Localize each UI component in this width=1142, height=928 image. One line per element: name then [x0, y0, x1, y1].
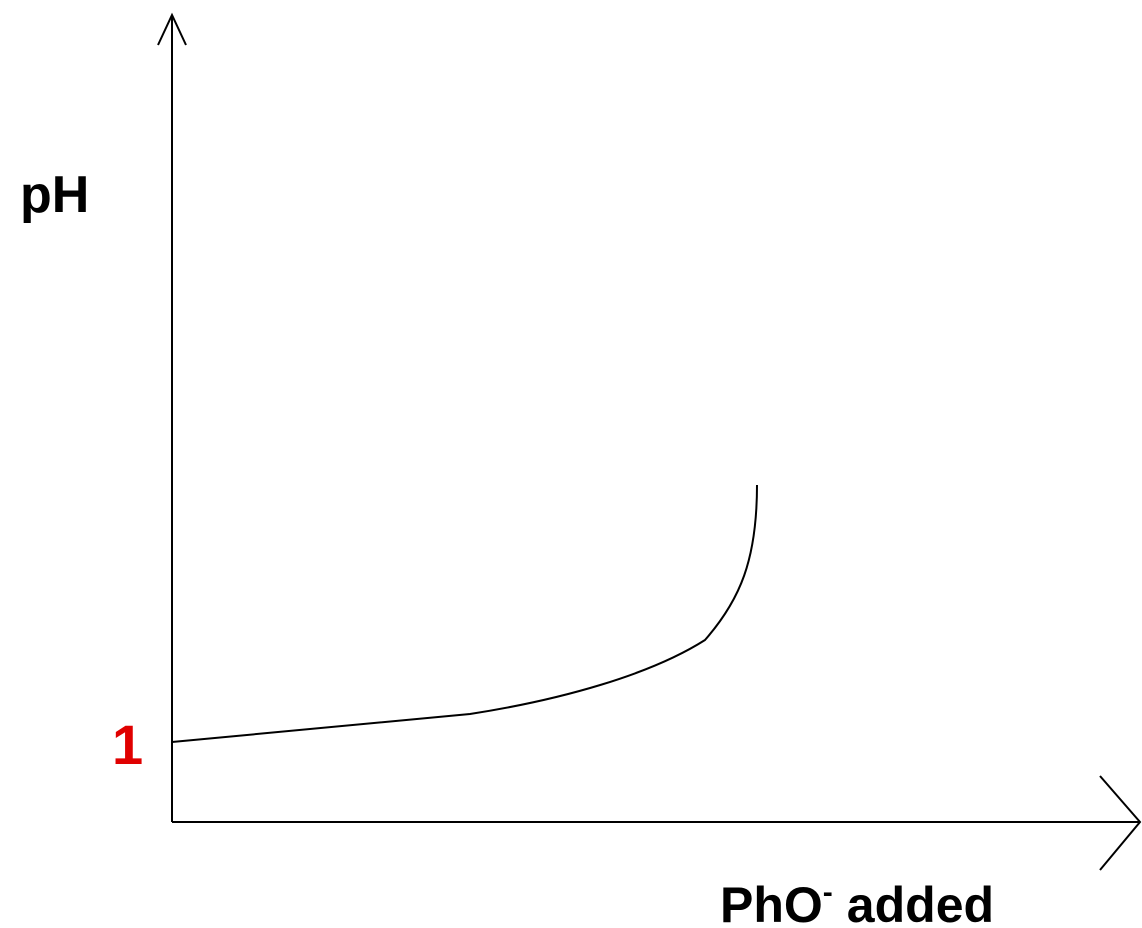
axes: [157, 12, 1142, 871]
y-arrow: [157, 12, 187, 46]
x-arrow: [1099, 775, 1142, 871]
x-label-base: PhO: [720, 877, 823, 928]
x-axis-label: PhO-added: [720, 876, 994, 928]
y-axis-label: pH: [20, 166, 89, 224]
x-label-sup: -: [823, 876, 833, 909]
y-marker: 1: [112, 713, 143, 776]
curve: [171, 484, 758, 743]
x-label-rest: added: [847, 877, 994, 928]
